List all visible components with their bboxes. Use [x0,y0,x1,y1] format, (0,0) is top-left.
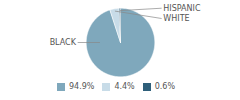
svg-text:WHITE: WHITE [163,14,189,23]
html-text:0.6%: 0.6% [154,82,175,91]
svg-text:HISPANIC: HISPANIC [163,4,201,13]
html-text:94.9%: 94.9% [69,82,95,91]
html-text:4.4%: 4.4% [114,82,135,91]
svg-text:BLACK: BLACK [50,38,77,47]
